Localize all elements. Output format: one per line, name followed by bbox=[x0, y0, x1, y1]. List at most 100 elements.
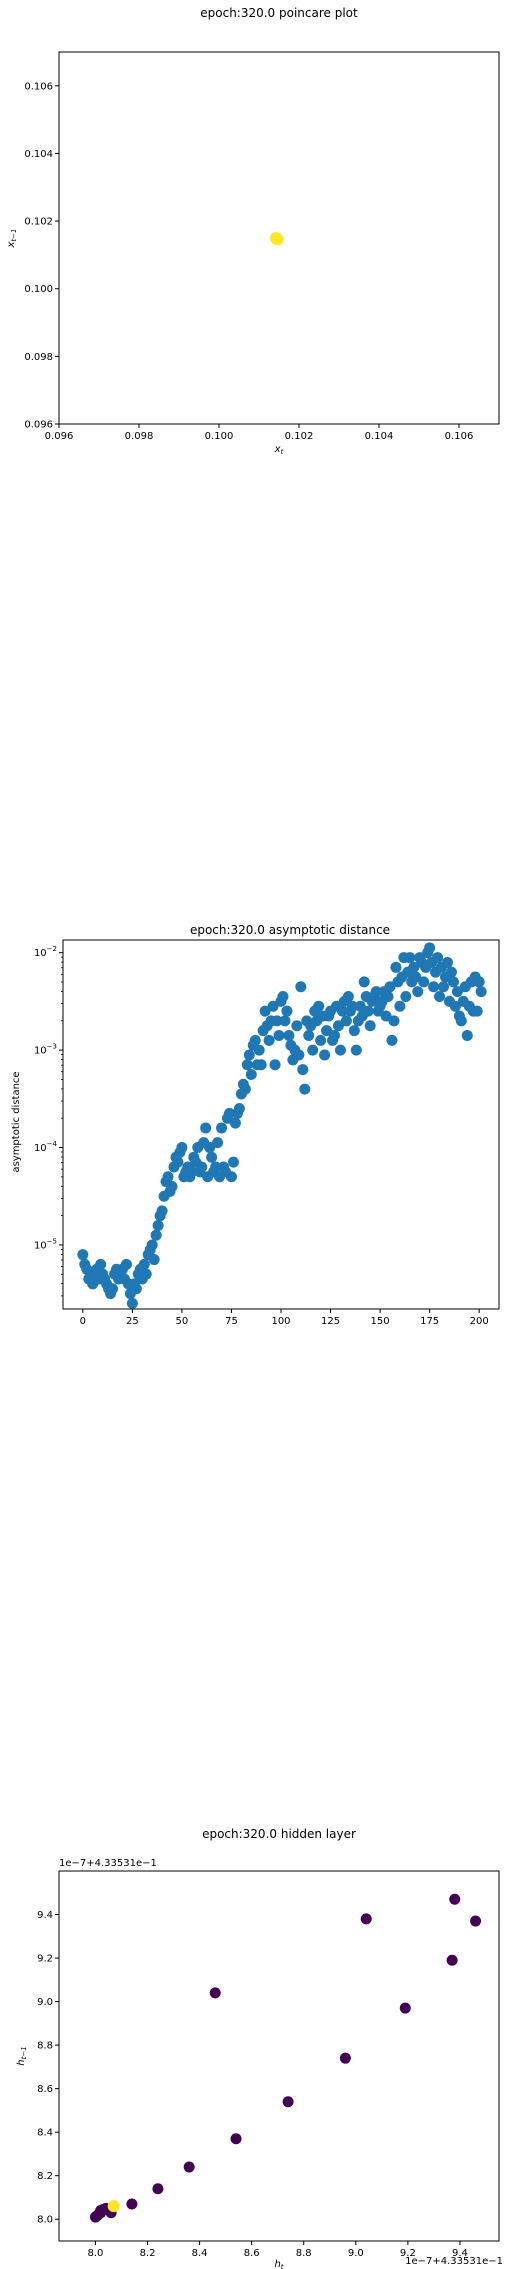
hidden-layer-chart: epoch:320.0 hidden layer 1e−7+4.33531e−1… bbox=[16, 1827, 503, 2269]
data-point bbox=[336, 1005, 348, 1017]
data-point bbox=[281, 1005, 293, 1017]
data-point bbox=[360, 1913, 372, 1925]
data-point bbox=[283, 1029, 295, 1041]
data-point bbox=[364, 1020, 376, 1032]
data-point bbox=[446, 1954, 458, 1966]
x-tick-label: 8.0 bbox=[87, 2248, 103, 2259]
y-tick-label: 8.8 bbox=[37, 2041, 53, 2052]
data-point bbox=[270, 233, 283, 246]
x-axis-label: ht bbox=[274, 2259, 283, 2269]
x-tick-label: 0.098 bbox=[125, 431, 154, 442]
data-point bbox=[432, 952, 444, 964]
data-point bbox=[146, 1239, 158, 1251]
data-point bbox=[255, 1059, 267, 1071]
data-point bbox=[434, 991, 446, 1003]
x-tick-label: 125 bbox=[321, 1316, 340, 1327]
data-point bbox=[461, 1029, 473, 1041]
x-tick-label: 150 bbox=[371, 1316, 390, 1327]
data-point bbox=[382, 991, 394, 1003]
x-tick-label: 9.2 bbox=[400, 2248, 416, 2259]
data-point bbox=[277, 991, 289, 1003]
data-point bbox=[162, 1171, 174, 1183]
x-tick-label: 0.104 bbox=[365, 431, 394, 442]
y-tick-label: 0.104 bbox=[24, 149, 53, 160]
data-point bbox=[471, 1005, 483, 1017]
data-point bbox=[233, 1103, 245, 1115]
chart-title: epoch:320.0 asymptotic distance bbox=[190, 923, 390, 937]
data-point-highlight bbox=[107, 2200, 120, 2213]
data-point bbox=[386, 1034, 398, 1046]
data-point bbox=[334, 1044, 346, 1056]
data-point bbox=[400, 991, 412, 1003]
x-tick-label: 8.2 bbox=[140, 2248, 156, 2259]
data-point bbox=[239, 1083, 251, 1095]
data-point bbox=[408, 961, 420, 973]
x-tick-label: 9.0 bbox=[348, 2248, 364, 2259]
y-tick-label: 9.0 bbox=[37, 1997, 53, 2008]
data-point bbox=[399, 2002, 411, 2014]
y-tick-label: 10−5 bbox=[34, 1237, 57, 1251]
data-point bbox=[475, 986, 487, 998]
data-point bbox=[212, 1137, 224, 1149]
x-tick-label: 8.8 bbox=[296, 2248, 312, 2259]
asymptotic-distance-chart: epoch:320.0 asymptotic distance 0 25 50 75 1… bbox=[11, 923, 500, 1327]
x-tick-label: 0.102 bbox=[285, 431, 314, 442]
data-point bbox=[273, 1029, 285, 1041]
y-tick-label: 9.4 bbox=[37, 1910, 53, 1921]
y-tick-label: 0.096 bbox=[24, 420, 53, 431]
data-point bbox=[293, 1049, 305, 1061]
y-tick-label: 8.6 bbox=[37, 2084, 53, 2095]
y-tick-label: 9.2 bbox=[37, 1954, 53, 1965]
data-point bbox=[321, 1025, 333, 1037]
data-point bbox=[441, 956, 453, 968]
data-point bbox=[313, 1000, 325, 1012]
data-point bbox=[319, 1049, 331, 1061]
x-tick-label: 9.4 bbox=[452, 2248, 468, 2259]
y-tick-label: 8.4 bbox=[37, 2128, 53, 2139]
data-point bbox=[200, 1122, 212, 1134]
data-point bbox=[150, 1229, 162, 1241]
data-point bbox=[473, 976, 485, 988]
x-tick-label: 200 bbox=[470, 1316, 489, 1327]
data-point bbox=[354, 1000, 366, 1012]
x-tick-label: 0 bbox=[80, 1316, 86, 1327]
data-point bbox=[176, 1142, 188, 1154]
y-axis-label: ht−1 bbox=[16, 2046, 28, 2065]
data-point bbox=[418, 976, 430, 988]
data-point bbox=[152, 1219, 164, 1231]
data-point bbox=[445, 966, 457, 978]
data-point bbox=[358, 976, 370, 988]
data-point bbox=[152, 2183, 164, 2195]
data-point bbox=[449, 1893, 461, 1905]
data-point bbox=[126, 2198, 138, 2210]
data-point bbox=[206, 1151, 218, 1163]
data-point bbox=[107, 1283, 119, 1295]
data-point bbox=[339, 2052, 351, 2064]
x-tick-label: 0.106 bbox=[445, 431, 474, 442]
data-point bbox=[470, 1915, 482, 1927]
data-point bbox=[271, 1015, 283, 1027]
data-point bbox=[447, 976, 459, 988]
data-point bbox=[263, 1034, 275, 1046]
data-point bbox=[279, 1015, 291, 1027]
data-point bbox=[148, 1254, 160, 1266]
data-point bbox=[350, 1044, 362, 1056]
data-point bbox=[424, 942, 436, 954]
data-point bbox=[315, 1034, 327, 1046]
data-point bbox=[346, 1000, 358, 1012]
data-point bbox=[269, 1059, 281, 1071]
x-tick-label: 175 bbox=[420, 1316, 439, 1327]
y-axis-label: asymptotic distance bbox=[11, 1071, 22, 1172]
data-point bbox=[380, 1010, 392, 1022]
data-point bbox=[412, 986, 424, 998]
plot-area bbox=[58, 51, 500, 425]
data-point bbox=[130, 1283, 142, 1295]
x-tick-label: 50 bbox=[176, 1316, 189, 1327]
data-point bbox=[140, 1268, 152, 1280]
data-point bbox=[204, 1142, 216, 1154]
data-point bbox=[223, 1107, 235, 1119]
data-point bbox=[267, 1000, 279, 1012]
chart-title: epoch:320.0 hidden layer bbox=[202, 1827, 356, 1841]
data-point bbox=[340, 1015, 352, 1027]
data-point bbox=[332, 1020, 344, 1032]
